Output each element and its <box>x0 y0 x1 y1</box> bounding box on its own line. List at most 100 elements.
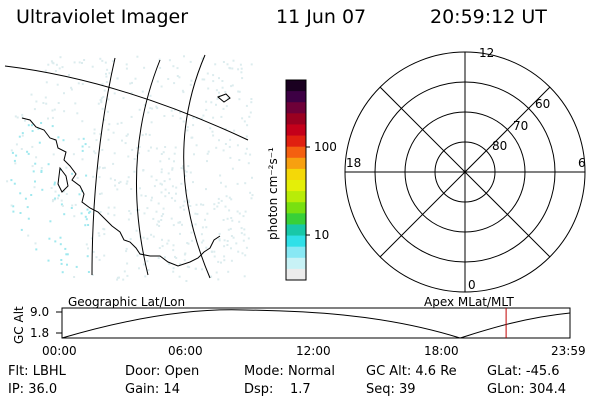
uv-speckle <box>131 81 133 84</box>
uv-speckle <box>31 165 34 168</box>
uv-speckle <box>149 107 152 110</box>
uv-speckle <box>102 167 105 170</box>
uv-speckle <box>73 276 76 278</box>
uv-speckle <box>245 246 248 249</box>
uv-speckle <box>128 210 131 212</box>
uv-speckle <box>56 83 59 86</box>
uv-speckle <box>138 145 141 148</box>
uv-speckle <box>119 180 122 183</box>
uv-speckle <box>85 174 88 177</box>
uv-speckle <box>168 59 171 62</box>
uv-speckle <box>142 169 145 171</box>
uv-speckle <box>216 205 219 208</box>
altitude-xtick-0: 00:00 <box>42 344 77 358</box>
uv-speckle <box>74 203 77 206</box>
uv-speckle <box>212 74 215 77</box>
status-gc-alt: GC Alt: 4.6 Re <box>366 364 457 379</box>
uv-speckle <box>230 198 233 201</box>
meridian-line-2 <box>135 59 161 276</box>
uv-speckle <box>220 181 222 184</box>
colorbar-cell <box>286 257 306 270</box>
uv-speckle <box>228 66 231 69</box>
uv-speckle <box>78 61 81 64</box>
uv-speckle <box>179 232 181 235</box>
uv-speckle <box>218 239 221 242</box>
uv-speckle <box>10 179 13 182</box>
uv-speckle <box>136 55 139 58</box>
uv-speckle <box>100 101 103 104</box>
uv-speckle <box>125 63 128 66</box>
uv-speckle <box>218 77 220 80</box>
uv-speckle <box>73 61 76 64</box>
uv-speckle <box>85 243 88 246</box>
uv-speckle <box>231 167 234 170</box>
uv-speckle <box>202 114 205 117</box>
colorbar-cell <box>286 80 306 92</box>
uv-speckle <box>170 217 173 220</box>
uv-speckle <box>179 263 182 266</box>
status-ip: IP: 36.0 <box>8 382 58 397</box>
uv-speckle <box>100 192 103 195</box>
uv-speckle <box>179 206 182 209</box>
uv-speckle <box>167 78 170 80</box>
uv-speckle <box>30 93 33 96</box>
uv-speckle <box>172 267 175 270</box>
uv-speckle <box>152 217 155 220</box>
uv-speckle <box>171 167 174 170</box>
uv-speckle <box>136 254 139 257</box>
uv-speckle <box>217 197 220 200</box>
uv-speckle <box>120 121 123 124</box>
uv-speckle <box>129 82 132 85</box>
uv-speckle <box>59 243 62 246</box>
uv-speckle <box>225 105 228 108</box>
uv-speckle <box>220 199 223 202</box>
uv-speckle <box>206 160 208 163</box>
uv-speckle <box>54 190 57 193</box>
instrument-title: Ultraviolet Imager <box>16 6 189 28</box>
uv-speckle <box>218 91 220 94</box>
colorbar-cell <box>286 168 306 181</box>
uv-speckle <box>106 110 109 113</box>
uv-speckle <box>163 180 166 183</box>
uv-speckle <box>125 247 128 250</box>
uv-speckle <box>71 172 74 175</box>
uv-speckle <box>118 276 120 279</box>
uv-speckle <box>146 260 149 263</box>
uv-speckle <box>152 235 155 238</box>
uv-speckle <box>223 255 226 258</box>
uv-speckle <box>142 236 145 239</box>
uv-speckle <box>166 242 169 245</box>
uv-speckle <box>215 103 217 106</box>
uv-speckle <box>184 174 187 177</box>
uv-speckle <box>81 120 84 123</box>
uv-speckle <box>160 191 163 194</box>
uv-speckle <box>12 210 15 213</box>
uv-speckle <box>144 275 147 278</box>
uv-speckle <box>222 149 225 152</box>
uv-speckle <box>47 117 49 120</box>
uv-speckle <box>243 228 246 231</box>
uv-speckle <box>130 115 133 118</box>
uv-speckle <box>190 231 193 234</box>
uv-speckle <box>116 278 119 281</box>
uv-speckle <box>194 267 197 270</box>
uv-speckle <box>20 228 23 231</box>
status-door: Door: Open <box>125 364 200 379</box>
uv-speckle <box>62 139 65 142</box>
uv-speckle <box>192 181 194 184</box>
uv-speckle <box>183 208 186 211</box>
uv-speckle <box>216 97 219 100</box>
uv-speckle <box>235 242 238 245</box>
uv-speckle <box>244 182 247 185</box>
uv-speckle <box>24 119 26 122</box>
uv-speckle <box>244 254 247 257</box>
uv-speckle <box>101 83 104 86</box>
uv-speckle <box>40 171 43 173</box>
time-label: 20:59:12 UT <box>430 6 547 28</box>
uv-speckle <box>250 197 253 200</box>
uv-speckle <box>21 132 24 135</box>
uv-speckle <box>107 212 110 215</box>
uv-speckle <box>21 134 24 137</box>
uv-speckle <box>11 151 14 154</box>
